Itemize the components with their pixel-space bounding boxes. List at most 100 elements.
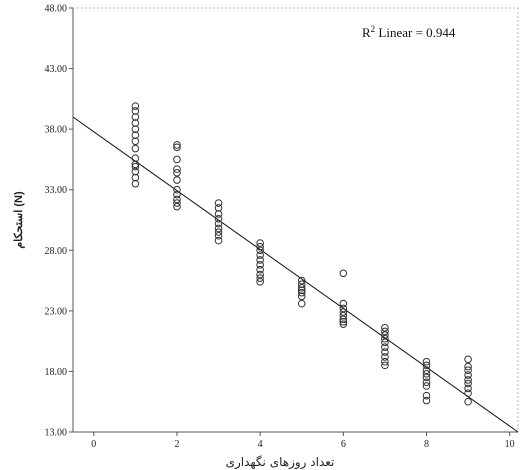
- x-tick-label: 0: [91, 439, 96, 450]
- data-point: [464, 362, 472, 371]
- data-point: [131, 179, 140, 188]
- data-point: [381, 343, 389, 352]
- data-point: [297, 299, 306, 308]
- data-point: [297, 280, 306, 289]
- y-tick-label: 43.00: [45, 64, 68, 75]
- data-point: [173, 155, 181, 164]
- data-point: [381, 348, 389, 356]
- data-point: [131, 162, 140, 171]
- data-point: [173, 195, 181, 204]
- data-point: [173, 185, 181, 194]
- y-tick-label: 33.00: [45, 185, 68, 196]
- data-point: [339, 299, 348, 308]
- data-point: [214, 219, 223, 228]
- r2-annotation: R2 Linear = 0.944: [362, 24, 456, 40]
- data-point: [256, 265, 264, 274]
- data-point: [131, 173, 140, 182]
- x-tick-label: 2: [174, 439, 179, 450]
- x-tick-label: 6: [341, 439, 346, 450]
- data-point: [464, 366, 472, 375]
- data-point: [214, 210, 223, 218]
- data-point: [173, 176, 181, 184]
- data-point: [214, 214, 223, 223]
- data-point: [464, 371, 472, 379]
- data-point: [339, 317, 348, 326]
- y-tick-label: 28.00: [45, 246, 68, 257]
- data-point: [131, 144, 140, 153]
- data-point: [256, 261, 264, 269]
- data-point: [464, 389, 472, 398]
- data-point: [214, 228, 223, 236]
- data-point: [422, 378, 431, 387]
- data-point: [381, 361, 389, 370]
- data-point: [131, 125, 140, 133]
- data-point: [214, 204, 223, 212]
- data-point: [131, 102, 140, 110]
- data-point: [297, 284, 306, 292]
- data-point: [256, 246, 264, 255]
- data-point: [214, 236, 223, 245]
- data-points: [131, 102, 472, 406]
- data-point: [422, 396, 431, 405]
- fit-line-group: [72, 116, 519, 433]
- data-point: [256, 256, 264, 264]
- data-point: [214, 231, 223, 240]
- data-point: [464, 379, 472, 388]
- data-point: [464, 397, 472, 406]
- data-point: [381, 324, 389, 332]
- data-point: [422, 361, 431, 370]
- data-point: [422, 373, 431, 382]
- x-axis-title: تعداد روزهای نگهداری: [226, 455, 335, 470]
- data-point: [381, 331, 389, 339]
- data-point: [256, 242, 264, 251]
- data-point: [422, 382, 431, 390]
- data-point: [131, 119, 140, 127]
- data-point: [422, 366, 431, 375]
- data-point: [339, 269, 348, 278]
- data-point: [339, 320, 348, 328]
- y-tick-label: 23.00: [45, 306, 68, 317]
- x-ticks: 0 2 4 6 8 10: [91, 432, 515, 450]
- y-tick-label: 13.00: [45, 428, 68, 439]
- fit-line: [72, 116, 519, 433]
- data-point: [131, 167, 140, 176]
- data-point: [297, 286, 306, 295]
- data-point: [297, 276, 306, 285]
- data-point: [256, 270, 264, 279]
- data-point: [422, 391, 431, 400]
- data-point: [422, 357, 431, 366]
- x-tick-label: 4: [258, 439, 263, 450]
- data-point: [339, 304, 348, 313]
- x-tick-label: 10: [505, 439, 515, 450]
- data-point: [464, 376, 472, 384]
- data-point: [339, 315, 348, 324]
- data-point: [131, 160, 140, 169]
- data-point: [131, 107, 140, 115]
- data-point: [381, 353, 389, 361]
- data-point: [339, 308, 348, 316]
- data-point: [173, 202, 181, 211]
- data-point: [297, 288, 306, 297]
- data-point: [256, 239, 264, 247]
- data-point: [256, 274, 264, 282]
- data-point: [131, 131, 140, 139]
- data-point: [297, 292, 306, 301]
- data-point: [173, 141, 181, 149]
- data-point: [256, 251, 264, 259]
- data-point: [131, 137, 140, 146]
- data-point: [256, 277, 264, 286]
- data-point: [464, 355, 472, 364]
- data-point: [173, 190, 181, 199]
- data-point: [381, 334, 389, 343]
- data-point: [131, 154, 140, 163]
- data-point: [131, 113, 140, 121]
- x-tick-label: 8: [424, 439, 429, 450]
- data-point: [381, 338, 389, 347]
- y-tick-label: 38.00: [45, 125, 68, 136]
- y-ticks: 13.00 18.00 23.00 28.00 33.00 38.00 43.00 48.00: [45, 4, 73, 439]
- data-point: [381, 327, 389, 336]
- y-tick-label: 48.00: [45, 4, 68, 15]
- data-point: [173, 143, 181, 152]
- data-point: [173, 199, 181, 207]
